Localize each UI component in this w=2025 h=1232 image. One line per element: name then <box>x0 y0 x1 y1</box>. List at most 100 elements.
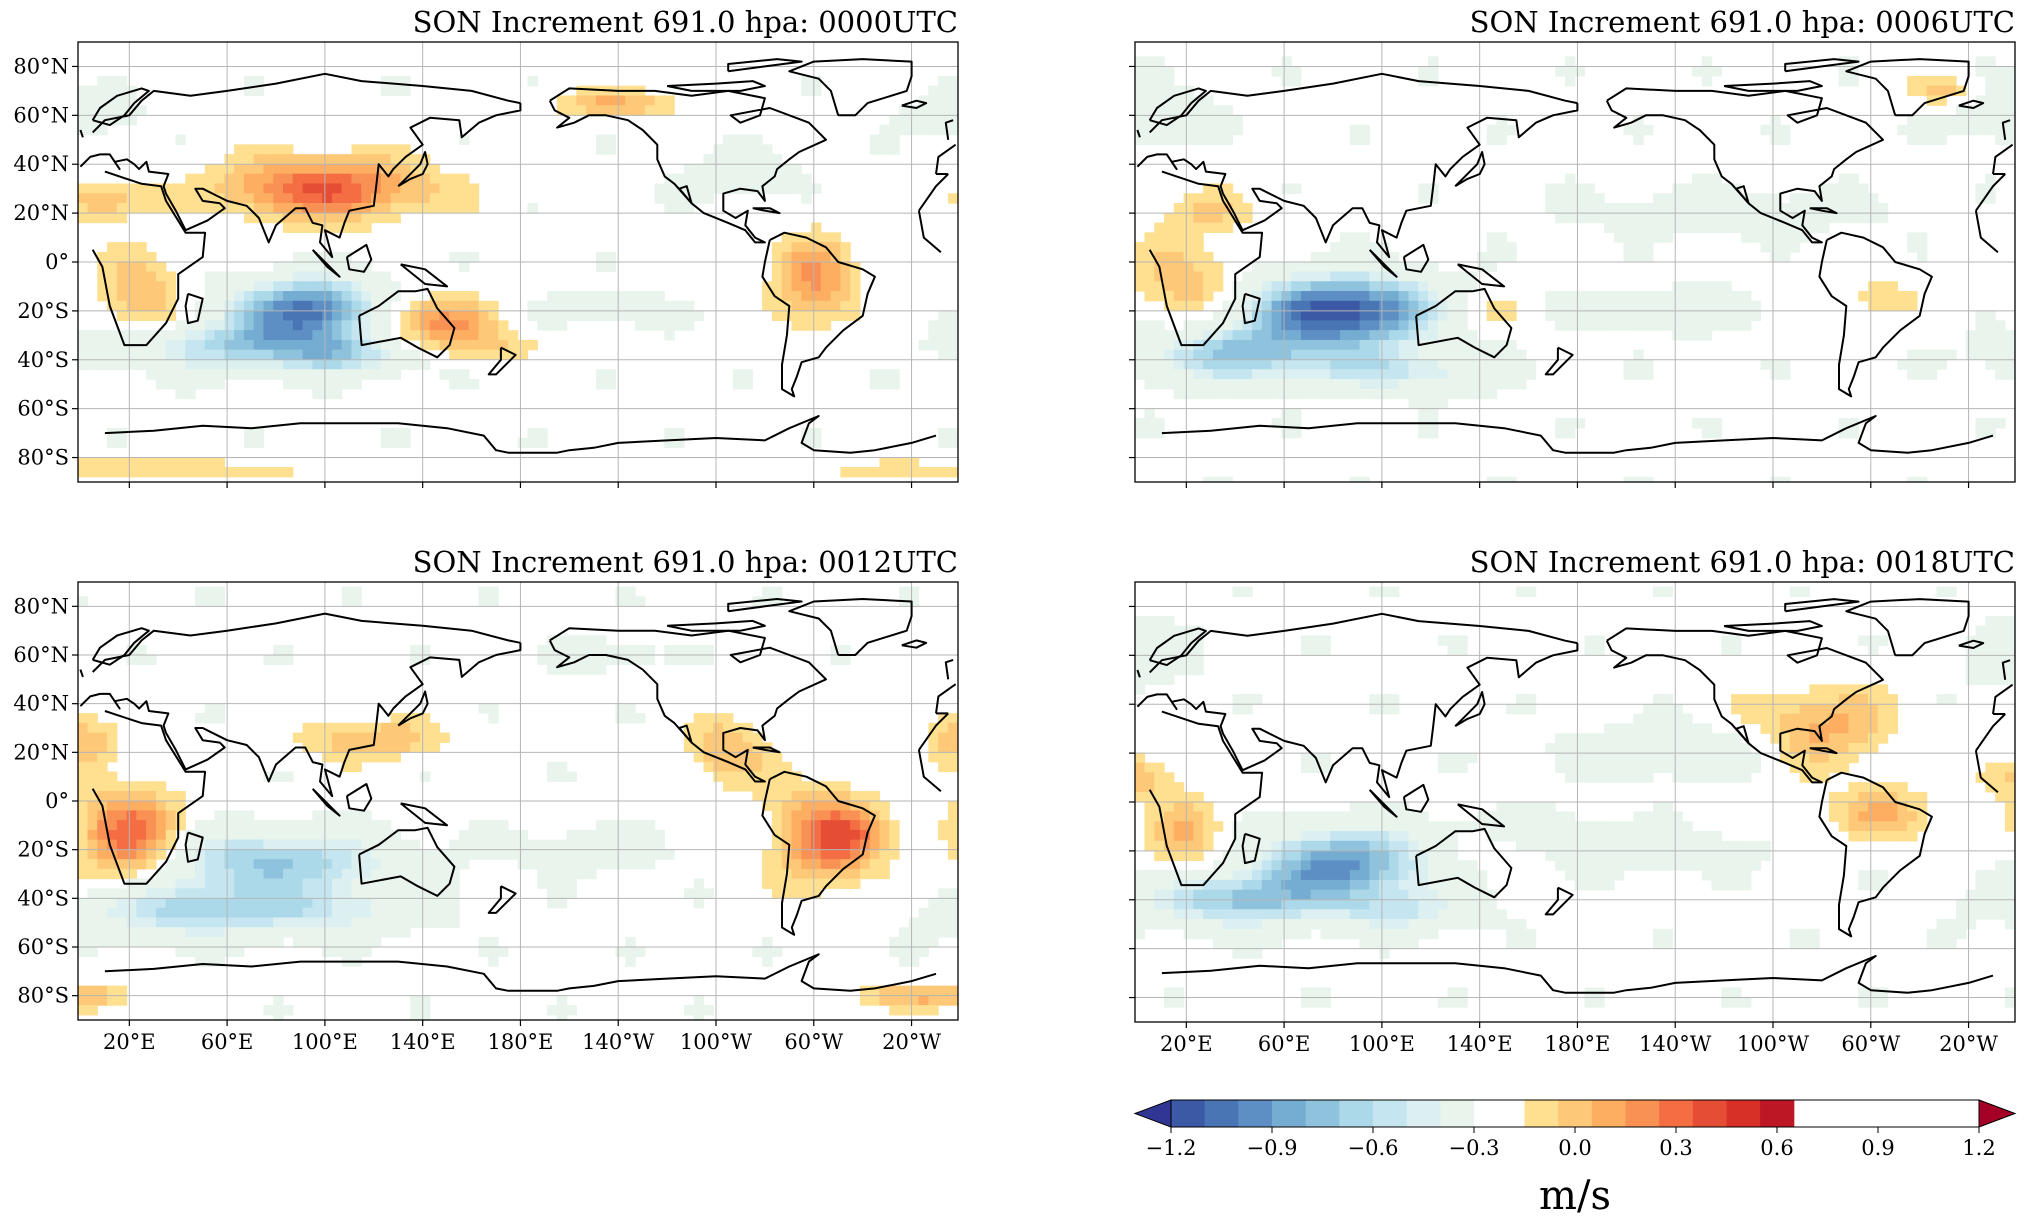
increment-cell <box>1584 645 1595 656</box>
increment-cell <box>1320 860 1331 871</box>
increment-cell <box>869 820 881 831</box>
increment-cell <box>1418 840 1429 852</box>
lat-tick-label: 80°S <box>17 446 69 470</box>
increment-cell <box>723 154 734 165</box>
increment-cell <box>263 467 274 478</box>
increment-cell <box>380 820 392 831</box>
increment-cell <box>116 212 128 224</box>
increment-cell <box>1799 752 1810 764</box>
increment-cell <box>498 320 509 331</box>
increment-cell <box>1154 134 1165 145</box>
increment-cell <box>556 868 568 880</box>
increment-cell <box>390 917 401 928</box>
increment-cell <box>1349 359 1361 370</box>
increment-cell <box>801 193 812 204</box>
increment-cell <box>1164 105 1175 116</box>
increment-cell <box>811 859 822 870</box>
increment-cell <box>1222 870 1234 881</box>
increment-cell <box>126 829 137 841</box>
increment-cell <box>840 644 851 656</box>
increment-cell <box>195 888 206 899</box>
increment-cell <box>1173 831 1185 842</box>
increment-cell <box>1173 987 1185 998</box>
increment-cell <box>1144 408 1155 419</box>
increment-cell <box>1203 811 1214 822</box>
increment-cell <box>165 927 177 938</box>
increment-cell <box>234 907 245 919</box>
increment-cell <box>1261 271 1273 282</box>
increment-cell <box>1584 860 1595 871</box>
increment-cell <box>116 437 128 449</box>
increment-cell <box>234 310 245 321</box>
increment-cell <box>1320 850 1331 861</box>
increment-cell <box>116 820 128 831</box>
increment-cell <box>1252 821 1263 832</box>
increment-cell <box>351 839 362 850</box>
increment-cell <box>312 369 323 380</box>
increment-cell <box>439 193 450 204</box>
increment-cell <box>322 212 333 224</box>
increment-cell <box>1780 743 1791 754</box>
increment-cell <box>1564 762 1576 773</box>
increment-cell <box>97 771 108 782</box>
increment-cell <box>1809 938 1820 949</box>
increment-cell <box>1281 889 1292 901</box>
increment-cell <box>1428 408 1439 419</box>
increment-cell <box>625 946 636 958</box>
increment-cell <box>1144 75 1155 87</box>
increment-cell <box>78 907 89 919</box>
increment-cell <box>351 369 362 380</box>
increment-cell <box>1838 56 1850 67</box>
increment-cell <box>742 163 753 175</box>
increment-cell <box>1418 821 1429 832</box>
increment-cell <box>1740 860 1752 871</box>
increment-cell <box>1320 388 1331 400</box>
increment-cell <box>1359 938 1370 949</box>
increment-cell <box>820 849 832 860</box>
increment-cell <box>1516 359 1527 370</box>
increment-cell <box>820 839 832 850</box>
increment-cell <box>1340 860 1351 871</box>
increment-cell <box>400 427 411 439</box>
increment-cell <box>1907 291 1918 302</box>
increment-cell <box>116 85 128 97</box>
increment-cell <box>1300 635 1312 646</box>
increment-cell <box>107 85 118 97</box>
increment-cell <box>1261 310 1273 321</box>
increment-cell <box>273 898 284 909</box>
increment-cell <box>703 154 714 165</box>
increment-cell <box>1203 105 1214 116</box>
increment-cell <box>410 859 421 870</box>
increment-cell <box>586 859 597 870</box>
increment-cell <box>771 800 783 812</box>
increment-cell <box>1310 310 1322 321</box>
coastline <box>1958 639 1985 649</box>
increment-cell <box>468 349 480 361</box>
increment-cell <box>1203 193 1214 204</box>
increment-cell <box>1740 212 1752 224</box>
increment-cell <box>302 173 313 185</box>
increment-cell <box>1183 320 1194 331</box>
increment-cell <box>1496 232 1507 243</box>
increment-cell <box>1164 615 1175 627</box>
increment-cell <box>947 713 958 724</box>
increment-cell <box>869 868 881 880</box>
increment-cell <box>351 339 362 351</box>
increment-cell <box>654 849 665 860</box>
increment-cell <box>791 310 802 321</box>
increment-cell <box>1437 310 1449 321</box>
increment-cell <box>351 761 362 773</box>
increment-cell <box>1281 339 1292 351</box>
increment-cell <box>146 859 157 870</box>
increment-cell <box>273 359 284 370</box>
lon-tick-label: 60°E <box>1258 1032 1311 1056</box>
increment-cell <box>781 761 793 773</box>
increment-cell <box>664 427 675 439</box>
increment-cell <box>1300 369 1312 380</box>
increment-cell <box>419 771 431 782</box>
increment-cell <box>1731 987 1742 998</box>
increment-cell <box>214 868 225 880</box>
increment-cell <box>1486 242 1498 253</box>
increment-cell <box>331 310 343 321</box>
increment-cell <box>1750 222 1762 233</box>
